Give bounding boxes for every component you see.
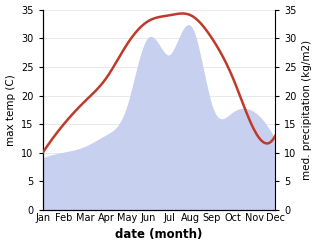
X-axis label: date (month): date (month) [115,228,203,242]
Y-axis label: med. precipitation (kg/m2): med. precipitation (kg/m2) [302,40,313,180]
Y-axis label: max temp (C): max temp (C) [5,74,16,146]
